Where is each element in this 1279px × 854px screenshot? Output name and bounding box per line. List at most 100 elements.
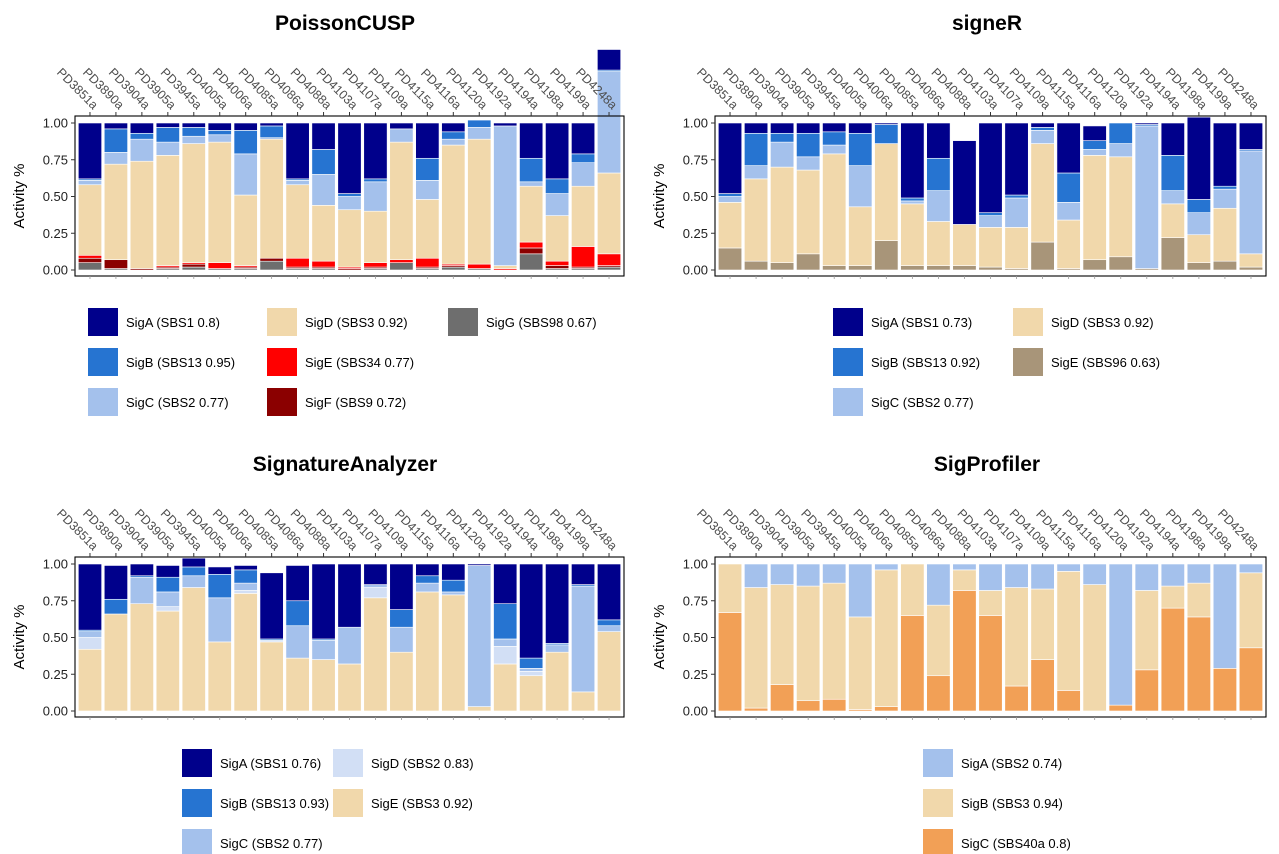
chart-panel-3: SigProfiler 0.00 0.25 0.50 0.75 1.00 Activity … xyxy=(651,453,1267,854)
bar-segment-siga xyxy=(78,122,102,180)
bar-segment-sige xyxy=(571,691,596,712)
legend-label: SigA (SBS1 0.8) xyxy=(126,315,220,330)
y-tick-label: 0.25 xyxy=(43,667,68,682)
bar-segment-sigb xyxy=(822,131,847,146)
bar-segment-sige xyxy=(415,257,440,268)
legend-swatch xyxy=(833,348,863,376)
y-tick-label: 0.75 xyxy=(43,152,68,167)
y-tick-label: 0.25 xyxy=(683,226,708,241)
y-axis-title: Activity % xyxy=(11,604,28,669)
bar-segment-sigb xyxy=(1160,585,1185,609)
legend-label: SigB (SBS3 0.94) xyxy=(961,796,1063,811)
bar-segment-sigd xyxy=(926,221,951,266)
bar-segment-sigd xyxy=(874,143,899,241)
bar-segment-sigd xyxy=(155,606,180,612)
bar-segment-sigc xyxy=(311,640,336,660)
y-tick-label: 1.00 xyxy=(43,557,68,572)
legend-swatch xyxy=(267,388,297,416)
bar-segment-sige xyxy=(155,610,180,712)
bar-segment-sige xyxy=(978,266,1003,271)
legend-label: SigA (SBS2 0.74) xyxy=(961,756,1062,771)
bar-segment-sigb xyxy=(744,132,769,166)
bar-segment-siga xyxy=(571,122,596,155)
bar-segment-siga xyxy=(415,563,440,577)
bar-segment-siga xyxy=(259,572,284,640)
bar-segment-siga xyxy=(363,563,388,585)
bar-segment-sigc xyxy=(337,626,362,665)
bar-segment-siga xyxy=(155,565,180,578)
bar-segment-sige xyxy=(285,257,310,268)
bar-segment-sigb xyxy=(1186,199,1211,213)
bar-segment-sigb xyxy=(103,598,128,615)
chart-panel-2: SignatureAnalyzer 0.00 0.25 0.50 0.75 1.00 Act… xyxy=(11,453,625,854)
bar-segment-siga xyxy=(467,563,492,566)
bar-segment-sigd xyxy=(848,206,873,266)
bar-segment-siga xyxy=(389,563,414,610)
bar-segment-sigg xyxy=(441,266,466,271)
y-tick-label: 1.00 xyxy=(683,557,708,572)
bar-segment-siga xyxy=(822,122,847,133)
bar-segment-sigc xyxy=(207,597,232,643)
bar-segment-sige xyxy=(770,262,795,271)
bar-segment-sigb xyxy=(415,575,440,584)
bar-segment-sigc xyxy=(848,165,873,208)
bar-segment-siga xyxy=(571,563,596,585)
bar-segment-sigc xyxy=(103,152,128,165)
bar-segment-sigb xyxy=(978,590,1003,616)
bar-segment-siga xyxy=(848,563,873,618)
bar-segment-sigc xyxy=(78,631,102,638)
y-tick-label: 0.75 xyxy=(43,593,68,608)
bar-segment-sigc xyxy=(441,591,466,596)
bar-segment-sigb xyxy=(545,178,570,194)
bar-segment-sigb xyxy=(155,127,180,143)
bar-segment-sigb xyxy=(900,563,925,616)
bar-segment-sigb xyxy=(926,604,951,677)
bar-segment-sigb xyxy=(717,193,743,197)
bar-segment-siga xyxy=(952,140,977,225)
bar-segment-sigc xyxy=(978,615,1003,712)
bar-segment-sigf xyxy=(181,263,206,268)
y-tick-label: 0.00 xyxy=(43,704,68,719)
legend-label: SigB (SBS13 0.93) xyxy=(220,796,329,811)
legend-label: SigB (SBS13 0.95) xyxy=(126,355,235,370)
bar-segment-sigb xyxy=(441,131,466,140)
bar-segment-sigb xyxy=(1056,571,1081,691)
bar-segment-sigc xyxy=(900,615,925,712)
bar-segment-siga xyxy=(181,122,206,128)
bar-segment-sigc xyxy=(926,675,951,712)
bar-segment-sigf xyxy=(519,247,544,255)
legend-label: SigD (SBS2 0.83) xyxy=(371,756,474,771)
bar-segment-sigd xyxy=(363,587,388,599)
bar-segment-sigb xyxy=(900,197,925,202)
y-tick-label: 0.50 xyxy=(683,630,708,645)
bar-segment-siga xyxy=(181,557,206,568)
bar-segment-sigc xyxy=(796,700,821,712)
bar-segment-siga xyxy=(415,122,440,159)
bar-segment-sigb xyxy=(926,157,951,191)
bar-segment-sigd xyxy=(717,202,743,249)
bar-segment-sigb xyxy=(848,132,873,166)
bar-segment-sigc xyxy=(493,638,518,647)
bar-segment-siga xyxy=(1056,563,1081,572)
bar-segment-sigc xyxy=(978,215,1003,228)
bar-segment-sige xyxy=(519,241,544,249)
legend-swatch xyxy=(923,829,953,854)
legend-label: SigA (SBS1 0.76) xyxy=(220,756,321,771)
bar-segment-sigd xyxy=(337,209,362,268)
bar-segment-sigc xyxy=(571,162,596,187)
legend-swatch xyxy=(923,749,953,777)
legend-swatch xyxy=(88,388,118,416)
bar-segment-siga xyxy=(926,122,951,159)
bar-segment-sigc xyxy=(571,585,596,693)
legend-label: SigC (SBS40a 0.8) xyxy=(961,836,1071,851)
bar-segment-sigd xyxy=(467,138,492,265)
bar-segment-sigb xyxy=(389,609,414,628)
bar-segment-sige xyxy=(103,613,128,712)
bar-segment-sigd xyxy=(285,184,310,259)
bar-segment-siga xyxy=(822,563,847,584)
bar-segment-sigc xyxy=(467,127,492,140)
bar-segment-sige xyxy=(519,675,544,712)
legend-label: SigE (SBS34 0.77) xyxy=(305,355,414,370)
bar-segment-sigc xyxy=(389,626,414,653)
bar-segment-siga xyxy=(155,122,180,128)
